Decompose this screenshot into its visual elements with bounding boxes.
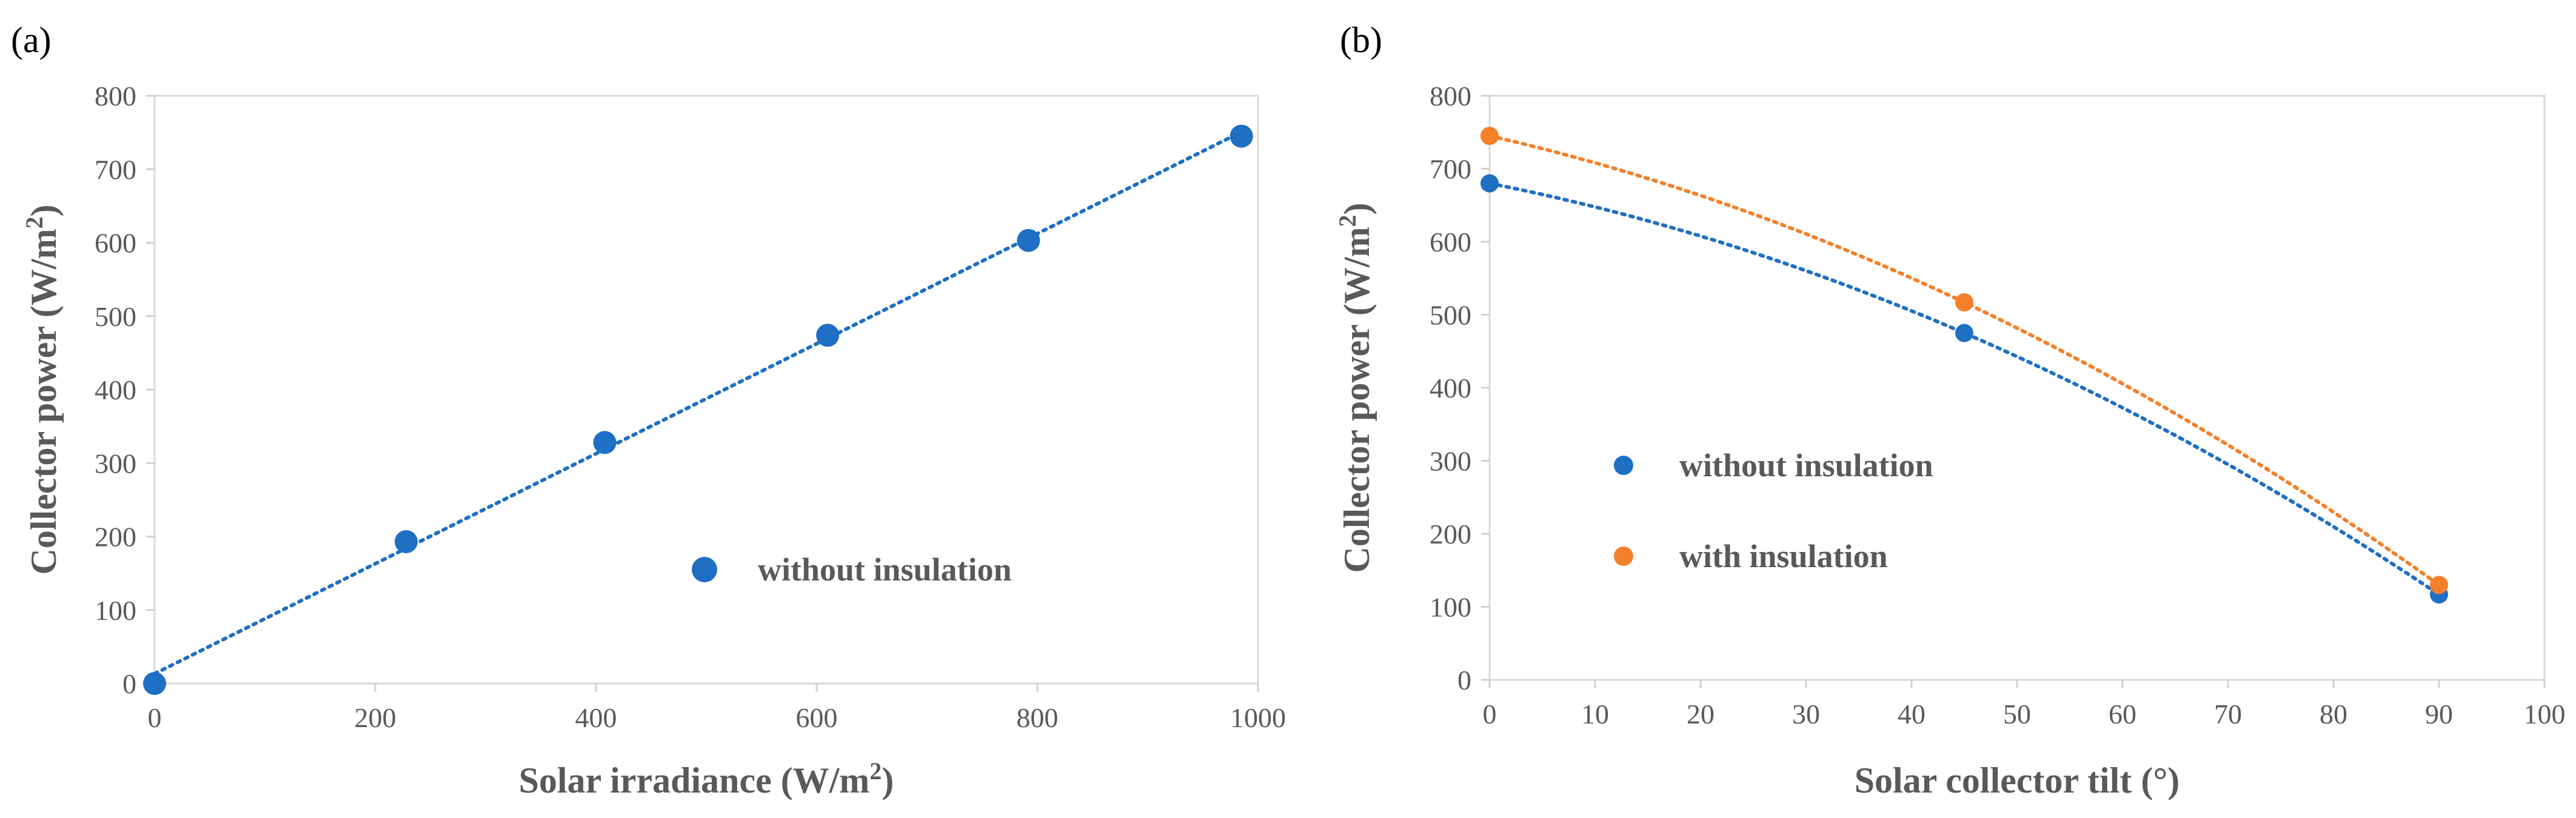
data-point — [394, 530, 418, 553]
trendline-without-insulation — [1488, 181, 2441, 596]
data-point — [816, 324, 840, 347]
legend-label: with insulation — [1679, 538, 1888, 574]
x-tick-label: 600 — [796, 702, 838, 733]
legend-marker — [692, 557, 717, 582]
y-tick-label: 300 — [1430, 446, 1471, 477]
x-tick-label: 40 — [1898, 699, 1925, 730]
y-tick-label: 200 — [95, 522, 136, 553]
trendline-with-insulation — [1488, 134, 2441, 587]
y-tick-label: 400 — [1430, 373, 1471, 404]
x-axis-title: Solar irradiance (W/m2) — [519, 757, 894, 800]
y-tick-label: 600 — [95, 228, 136, 259]
y-tick-label: 700 — [95, 154, 136, 185]
y-tick-label: 700 — [1430, 154, 1471, 185]
x-tick-label: 90 — [2425, 699, 2453, 730]
x-tick-label: 70 — [2214, 699, 2242, 730]
plot-area — [1488, 95, 2546, 681]
x-tick-label: 20 — [1687, 699, 1715, 730]
y-tick-label: 800 — [1430, 81, 1471, 111]
y-tick-label: 300 — [95, 448, 136, 479]
x-tick-label: 50 — [2003, 699, 2031, 730]
y-tick-label: 600 — [1430, 227, 1471, 258]
y-tick-label: 200 — [1430, 519, 1471, 550]
legend-label: without insulation — [758, 551, 1012, 588]
data-point — [1955, 324, 1973, 342]
legend-marker — [1614, 456, 1633, 475]
x-tick-label: 80 — [2320, 699, 2347, 730]
y-tick-label: 500 — [95, 301, 136, 332]
y-tick-label: 100 — [1430, 592, 1471, 623]
x-tick-label: 400 — [575, 702, 617, 733]
y-tick-label: 400 — [95, 374, 136, 405]
y-axis-title: Collector power (W/m2) — [21, 205, 64, 575]
y-tick-label: 100 — [95, 595, 136, 626]
legend-label: without insulation — [1679, 447, 1933, 484]
legend-marker — [1614, 547, 1633, 566]
x-tick-label: 0 — [148, 702, 162, 733]
y-tick-label: 800 — [95, 81, 136, 111]
x-tick-label: 800 — [1017, 702, 1059, 733]
chart-panel-b: (b) 0 10 20 30 40 50 60 70 80 90 100 0 100 200 300 400 50… — [1334, 20, 2566, 800]
x-tick-label: 1000 — [1230, 702, 1286, 733]
x-tick-label: 30 — [1792, 699, 1820, 730]
panel-label: (a) — [11, 20, 52, 60]
panel-label: (b) — [1340, 20, 1382, 60]
chart-panel-a: (a) 0 200 400 600 800 1000 0 100 200 300 400 500 600 7… — [11, 20, 1286, 800]
data-point — [1017, 228, 1040, 252]
x-tick-label: 60 — [2109, 699, 2136, 730]
x-tick-label: 200 — [355, 702, 396, 733]
data-point — [593, 431, 617, 454]
x-tick-label: 10 — [1581, 699, 1609, 730]
y-tick-label: 0 — [1457, 665, 1471, 696]
y-tick-label: 500 — [1430, 300, 1471, 331]
x-tick-label: 0 — [1483, 699, 1497, 730]
data-point — [1229, 124, 1253, 148]
data-point — [143, 672, 166, 695]
x-tick-label: 100 — [2524, 699, 2566, 730]
x-axis-title: Solar collector tilt (°) — [1855, 760, 2180, 800]
data-point — [1480, 127, 1499, 145]
data-point — [2430, 576, 2448, 594]
y-tick-label: 0 — [122, 668, 136, 699]
data-point — [1480, 174, 1499, 193]
trendline-without-insulation — [153, 130, 1243, 676]
y-axis-title: Collector power (W/m2) — [1334, 203, 1377, 573]
data-point — [1955, 293, 1973, 312]
plot-area — [153, 95, 1259, 685]
